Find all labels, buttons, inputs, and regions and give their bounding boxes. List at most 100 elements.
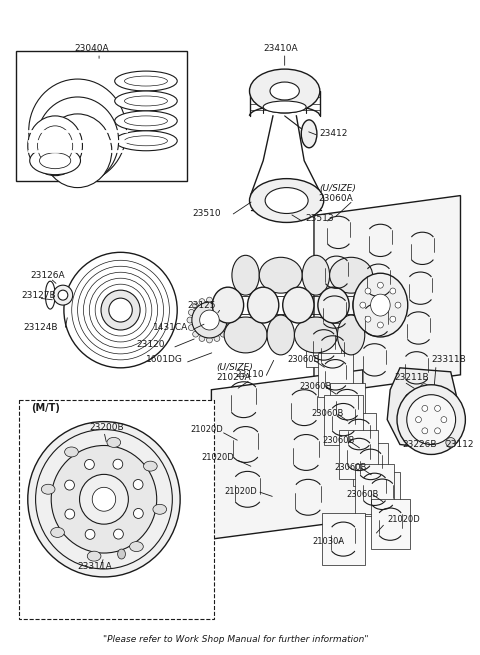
Ellipse shape (107, 438, 120, 447)
Ellipse shape (365, 316, 371, 322)
Ellipse shape (250, 179, 324, 223)
Ellipse shape (405, 394, 413, 402)
Ellipse shape (259, 257, 302, 293)
Ellipse shape (85, 529, 95, 539)
Text: 21020D: 21020D (190, 425, 223, 434)
Ellipse shape (133, 479, 143, 489)
Text: 23127B: 23127B (21, 291, 56, 299)
Text: 23124B: 23124B (23, 322, 58, 331)
Ellipse shape (250, 69, 320, 113)
Ellipse shape (189, 325, 194, 331)
Ellipse shape (446, 438, 456, 447)
Ellipse shape (124, 116, 168, 126)
Ellipse shape (92, 487, 116, 511)
Text: 23211B: 23211B (394, 373, 429, 383)
Bar (339, 430, 378, 479)
Ellipse shape (53, 285, 72, 305)
Ellipse shape (36, 97, 119, 185)
Ellipse shape (302, 255, 330, 295)
Bar (353, 443, 388, 486)
Ellipse shape (395, 302, 401, 308)
Ellipse shape (64, 252, 177, 368)
Ellipse shape (212, 287, 244, 323)
Ellipse shape (45, 281, 55, 309)
Ellipse shape (248, 287, 279, 323)
Text: 23040A: 23040A (75, 44, 109, 52)
Polygon shape (387, 368, 458, 447)
Ellipse shape (192, 303, 199, 309)
Text: (M/T): (M/T) (31, 403, 60, 413)
Ellipse shape (80, 474, 128, 524)
Ellipse shape (441, 417, 447, 422)
Ellipse shape (153, 504, 167, 514)
Ellipse shape (144, 461, 157, 471)
Ellipse shape (124, 136, 168, 146)
Polygon shape (314, 196, 460, 395)
Bar (19, 400, 215, 619)
Ellipse shape (422, 428, 428, 434)
Ellipse shape (58, 290, 68, 300)
Ellipse shape (84, 459, 95, 470)
Ellipse shape (37, 126, 72, 166)
Ellipse shape (301, 120, 317, 148)
Ellipse shape (41, 484, 55, 495)
Ellipse shape (360, 302, 366, 308)
Ellipse shape (199, 335, 205, 341)
Ellipse shape (390, 288, 396, 294)
Ellipse shape (420, 384, 428, 392)
Ellipse shape (51, 445, 156, 553)
Ellipse shape (214, 299, 220, 305)
Ellipse shape (436, 414, 444, 422)
Ellipse shape (28, 116, 83, 176)
Ellipse shape (206, 297, 212, 303)
Ellipse shape (353, 273, 408, 337)
Ellipse shape (365, 288, 371, 294)
Text: 23060B: 23060B (335, 463, 367, 472)
Ellipse shape (330, 257, 372, 293)
Ellipse shape (39, 153, 71, 169)
Ellipse shape (51, 527, 64, 537)
Bar (355, 464, 394, 514)
Ellipse shape (318, 287, 349, 323)
Ellipse shape (43, 114, 112, 187)
Text: 23311A: 23311A (78, 563, 112, 571)
Ellipse shape (192, 302, 227, 338)
Bar (324, 395, 363, 445)
Text: 1601DG: 1601DG (146, 356, 183, 364)
Ellipse shape (65, 509, 75, 519)
Ellipse shape (225, 325, 230, 331)
Ellipse shape (124, 76, 168, 86)
Text: 23060B: 23060B (288, 356, 320, 364)
Ellipse shape (220, 303, 226, 309)
Ellipse shape (267, 315, 294, 355)
Ellipse shape (115, 71, 177, 91)
Text: 21020A: 21020A (216, 373, 251, 383)
Text: 23060B: 23060B (311, 409, 343, 418)
Bar (306, 323, 341, 367)
Text: 23410A: 23410A (263, 44, 298, 52)
Bar (365, 472, 400, 516)
Ellipse shape (87, 551, 101, 561)
Ellipse shape (118, 549, 125, 559)
Ellipse shape (397, 384, 466, 455)
Ellipse shape (270, 82, 300, 100)
Text: 23060A: 23060A (319, 194, 354, 203)
Ellipse shape (130, 542, 144, 552)
Text: (U/SIZE): (U/SIZE) (216, 364, 253, 372)
Text: 23112: 23112 (445, 440, 473, 449)
Ellipse shape (283, 287, 314, 323)
Ellipse shape (65, 447, 78, 457)
Ellipse shape (220, 331, 226, 337)
Text: 23200B: 23200B (89, 423, 124, 432)
Text: 23311B: 23311B (431, 356, 466, 364)
Bar (322, 514, 365, 565)
Text: 23110: 23110 (236, 370, 264, 379)
Text: 23060B: 23060B (346, 490, 379, 499)
Text: 23120: 23120 (136, 341, 165, 349)
Ellipse shape (65, 480, 74, 490)
Ellipse shape (30, 147, 81, 175)
Ellipse shape (206, 337, 212, 343)
Bar (341, 413, 376, 457)
Ellipse shape (115, 111, 177, 131)
Ellipse shape (294, 317, 337, 353)
